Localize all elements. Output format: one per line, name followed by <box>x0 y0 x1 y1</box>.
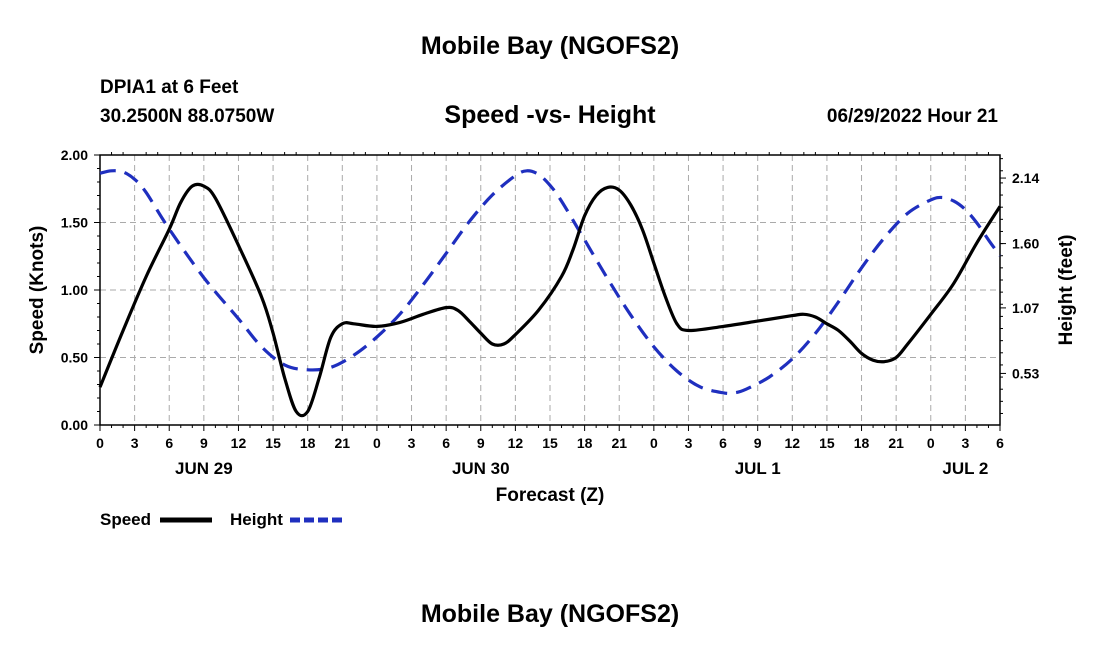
x-tick-label: 12 <box>508 435 524 451</box>
x-tick-label: 18 <box>577 435 593 451</box>
x-tick-label: 15 <box>265 435 281 451</box>
x-tick-label: 9 <box>477 435 485 451</box>
y-tick-label: 0.00 <box>61 417 88 433</box>
x-tick-label: 0 <box>650 435 658 451</box>
x-tick-label: 15 <box>542 435 558 451</box>
x-tick-label: 21 <box>611 435 627 451</box>
axis-labels-layer: 0 3 6 9 12 15 18 21 0 3 6 9 12 15 18 21 0 3 6 9 12 15 18 21 0 3 6 0… <box>27 147 1077 506</box>
x-tick-label: 12 <box>785 435 801 451</box>
forecast-timestamp: 06/29/2022 Hour 21 <box>826 106 998 127</box>
x-tick-label: 9 <box>200 435 208 451</box>
speed-series-line <box>98 182 1002 418</box>
x-tick-label: 12 <box>231 435 247 451</box>
x-tick-label: 15 <box>819 435 835 451</box>
y2-tick-label: 0.53 <box>1012 365 1039 381</box>
x-tick-label: 9 <box>754 435 762 451</box>
y-tick-label: 0.50 <box>61 350 88 366</box>
x-tick-label: 0 <box>96 435 104 451</box>
y2-tick-label: 1.07 <box>1012 300 1039 316</box>
x-tick-label: 3 <box>131 435 139 451</box>
x-tick-label: 21 <box>335 435 351 451</box>
x-tick-label: 0 <box>927 435 935 451</box>
x-tick-label: 18 <box>854 435 870 451</box>
y2-axis-title: Height (feet) <box>1056 235 1077 346</box>
height-series-line <box>99 169 1002 396</box>
y-tick-label: 2.00 <box>61 147 88 163</box>
y-tick-label: 1.00 <box>61 282 88 298</box>
date-label: JUN 29 <box>175 459 233 478</box>
legend: Speed Height <box>100 510 342 529</box>
x-tick-label: 6 <box>996 435 1004 451</box>
x-tick-label: 6 <box>165 435 173 451</box>
chart-main-title: Mobile Bay (NGOFS2) <box>420 32 680 60</box>
date-label: JUN 30 <box>452 459 510 478</box>
chart-subtitle: Speed -vs- Height <box>444 101 656 129</box>
y-axis-title: Speed (Knots) <box>27 226 48 355</box>
station-coordinates: 30.2500N 88.0750W <box>100 106 275 127</box>
y-tick-label: 1.50 <box>61 215 88 231</box>
x-tick-label: 18 <box>300 435 316 451</box>
legend-label: Speed <box>100 510 151 529</box>
x-tick-label: 3 <box>408 435 416 451</box>
y2-tick-label: 2.14 <box>1012 170 1039 186</box>
date-label: JUL 2 <box>942 459 988 478</box>
x-tick-label: 3 <box>961 435 969 451</box>
x-tick-label: 0 <box>373 435 381 451</box>
x-axis-title: Forecast (Z) <box>496 485 605 506</box>
x-tick-label: 6 <box>442 435 450 451</box>
date-label: JUL 1 <box>735 459 781 478</box>
station-label: DPIA1 at 6 Feet <box>100 77 239 98</box>
bottom-chart-title: Mobile Bay (NGOFS2) <box>420 600 680 628</box>
x-tick-label: 3 <box>685 435 693 451</box>
series-layer <box>98 169 1002 418</box>
x-tick-label: 6 <box>719 435 727 451</box>
grid-layer <box>100 155 1000 425</box>
y2-tick-label: 1.60 <box>1012 236 1039 252</box>
ticks-layer <box>94 152 1006 431</box>
legend-label: Height <box>230 510 283 529</box>
x-tick-label: 21 <box>888 435 904 451</box>
